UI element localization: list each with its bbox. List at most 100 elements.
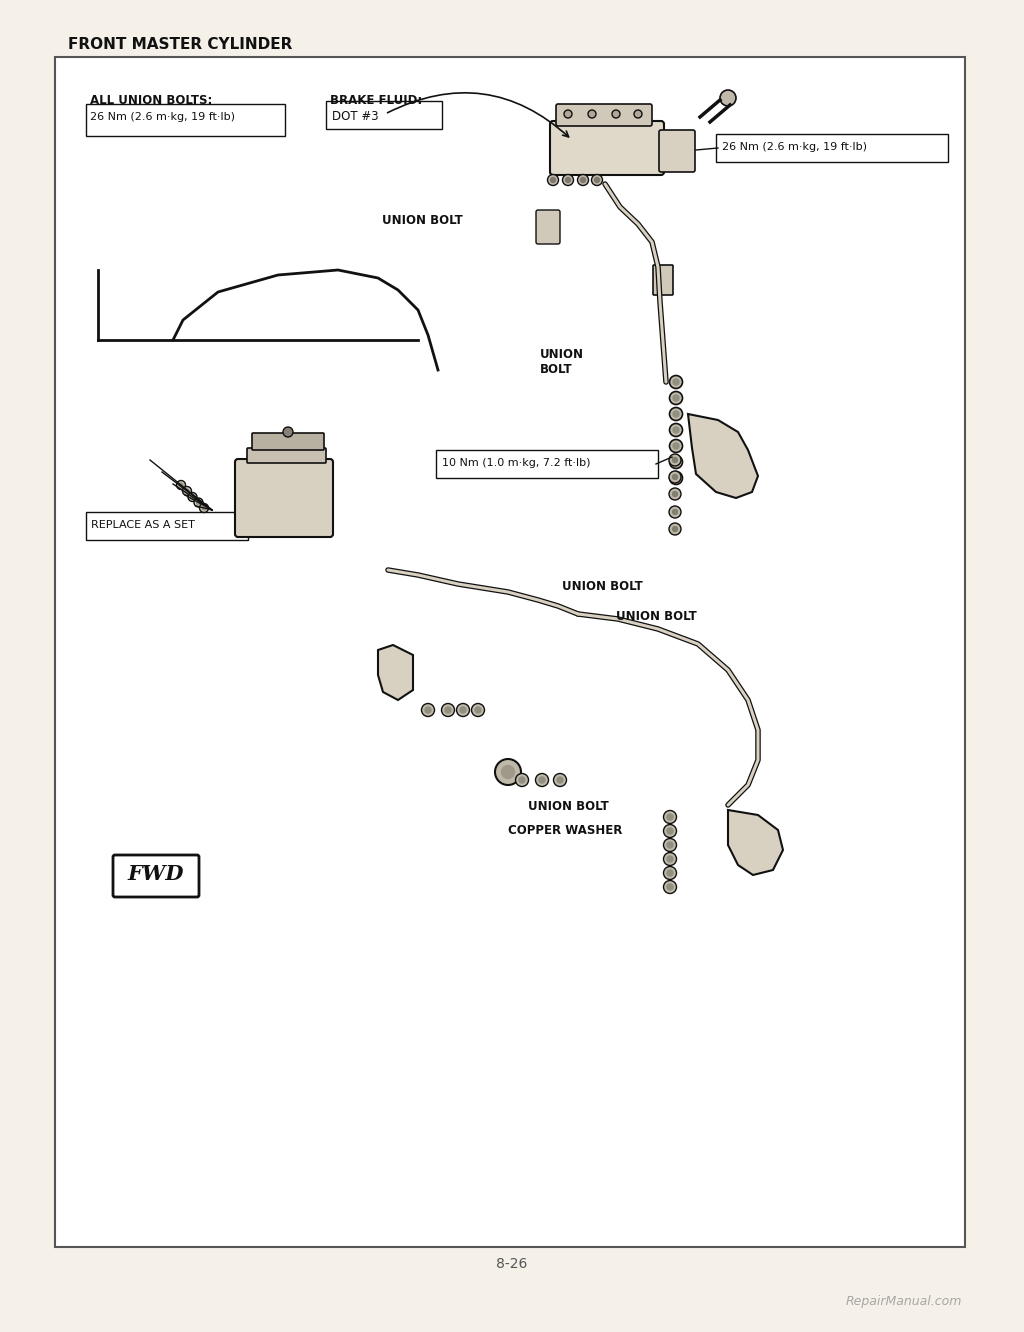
Circle shape <box>190 496 195 500</box>
Text: DOT #3: DOT #3 <box>332 111 379 123</box>
FancyBboxPatch shape <box>550 121 664 174</box>
Circle shape <box>562 174 573 185</box>
FancyBboxPatch shape <box>234 460 333 537</box>
Circle shape <box>557 777 563 783</box>
Circle shape <box>548 174 558 185</box>
Circle shape <box>667 856 673 862</box>
Circle shape <box>515 774 528 786</box>
Circle shape <box>592 174 602 185</box>
Circle shape <box>667 842 673 848</box>
Polygon shape <box>378 645 413 701</box>
Circle shape <box>673 444 679 449</box>
Circle shape <box>422 703 434 717</box>
Text: BRAKE FLUID:: BRAKE FLUID: <box>330 95 422 107</box>
Circle shape <box>664 839 677 851</box>
Text: FRONT MASTER CYLINDER: FRONT MASTER CYLINDER <box>68 37 293 52</box>
Circle shape <box>539 777 545 783</box>
Text: RepairManual.com: RepairManual.com <box>846 1296 962 1308</box>
Circle shape <box>669 454 681 466</box>
Text: ALL UNION BOLTS:: ALL UNION BOLTS: <box>90 95 212 107</box>
Circle shape <box>673 457 678 462</box>
Circle shape <box>664 867 677 879</box>
Circle shape <box>670 472 683 485</box>
FancyBboxPatch shape <box>326 101 442 129</box>
Circle shape <box>664 880 677 894</box>
FancyBboxPatch shape <box>536 210 560 244</box>
Circle shape <box>664 810 677 823</box>
Circle shape <box>670 392 683 405</box>
Circle shape <box>673 412 679 417</box>
Text: UNION BOLT: UNION BOLT <box>382 214 463 226</box>
Circle shape <box>667 814 673 821</box>
Circle shape <box>673 474 678 480</box>
FancyBboxPatch shape <box>247 448 326 464</box>
Circle shape <box>664 852 677 866</box>
Circle shape <box>176 481 185 489</box>
Text: FWD: FWD <box>128 864 184 884</box>
Circle shape <box>581 177 586 182</box>
Circle shape <box>194 498 203 507</box>
FancyBboxPatch shape <box>653 265 673 294</box>
Circle shape <box>588 111 596 119</box>
Polygon shape <box>688 414 758 498</box>
Text: UNION BOLT: UNION BOLT <box>562 579 643 593</box>
Circle shape <box>669 523 681 535</box>
Circle shape <box>554 774 566 786</box>
Circle shape <box>673 396 679 401</box>
FancyBboxPatch shape <box>86 511 248 539</box>
Circle shape <box>673 460 679 465</box>
FancyBboxPatch shape <box>55 57 965 1247</box>
FancyBboxPatch shape <box>86 104 285 136</box>
Circle shape <box>673 526 678 531</box>
Circle shape <box>565 177 570 182</box>
Circle shape <box>283 428 293 437</box>
FancyBboxPatch shape <box>113 855 199 896</box>
Text: 8-26: 8-26 <box>497 1257 527 1271</box>
Circle shape <box>441 703 455 717</box>
Circle shape <box>667 884 673 890</box>
Circle shape <box>673 492 678 497</box>
Circle shape <box>179 484 183 488</box>
Circle shape <box>495 759 521 785</box>
Circle shape <box>669 488 681 500</box>
Text: COPPER WASHER: COPPER WASHER <box>508 825 623 836</box>
Circle shape <box>634 111 642 119</box>
Circle shape <box>551 177 555 182</box>
Circle shape <box>197 501 201 505</box>
Circle shape <box>670 408 683 421</box>
Circle shape <box>595 177 599 182</box>
FancyBboxPatch shape <box>556 104 652 127</box>
Circle shape <box>185 489 189 493</box>
Text: 10 Nm (1.0 m·kg, 7.2 ft·lb): 10 Nm (1.0 m·kg, 7.2 ft·lb) <box>442 458 591 468</box>
Text: 26 Nm (2.6 m·kg, 19 ft·lb): 26 Nm (2.6 m·kg, 19 ft·lb) <box>90 112 234 123</box>
Circle shape <box>182 486 191 496</box>
Circle shape <box>673 510 678 514</box>
Circle shape <box>202 506 206 510</box>
Circle shape <box>200 503 209 513</box>
Circle shape <box>445 707 451 713</box>
Circle shape <box>673 380 679 385</box>
Circle shape <box>670 440 683 453</box>
Circle shape <box>720 91 736 107</box>
Circle shape <box>188 493 197 502</box>
Circle shape <box>460 707 466 713</box>
Circle shape <box>670 424 683 437</box>
Circle shape <box>475 707 481 713</box>
Circle shape <box>612 111 620 119</box>
Text: 26 Nm (2.6 m·kg, 19 ft·lb): 26 Nm (2.6 m·kg, 19 ft·lb) <box>722 143 867 152</box>
Circle shape <box>502 766 514 778</box>
Text: REPLACE AS A SET: REPLACE AS A SET <box>91 519 195 530</box>
Text: UNION BOLT: UNION BOLT <box>616 610 696 623</box>
Circle shape <box>673 476 679 481</box>
Polygon shape <box>728 810 783 875</box>
FancyBboxPatch shape <box>716 135 948 163</box>
Text: UNION BOLT: UNION BOLT <box>528 801 608 813</box>
Circle shape <box>471 703 484 717</box>
Circle shape <box>673 428 679 433</box>
Circle shape <box>664 825 677 838</box>
Text: UNION
BOLT: UNION BOLT <box>540 348 584 376</box>
Circle shape <box>519 777 525 783</box>
Circle shape <box>667 829 673 834</box>
Circle shape <box>564 111 572 119</box>
Circle shape <box>670 376 683 389</box>
